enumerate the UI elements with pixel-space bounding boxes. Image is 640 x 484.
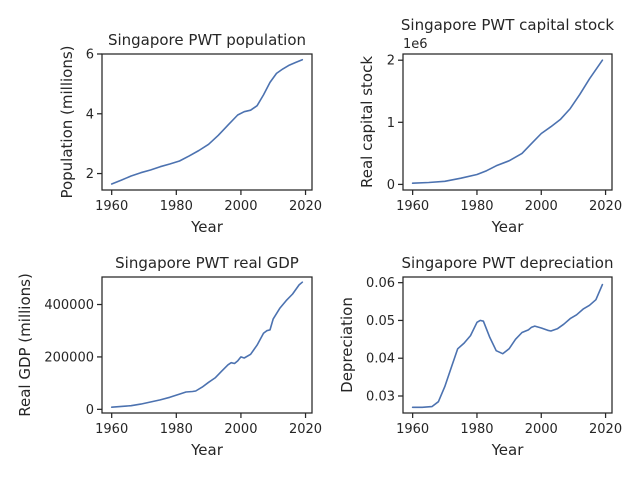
x-tick-label: 2020 bbox=[289, 422, 322, 437]
chart-title: Singapore PWT capital stock bbox=[401, 16, 615, 34]
y-offset-label: 1e6 bbox=[403, 37, 428, 52]
y-tick-label: 2 bbox=[387, 54, 395, 69]
y-tick-label: 400000 bbox=[44, 298, 94, 313]
plot-frame bbox=[402, 276, 613, 414]
x-tick-label: 2020 bbox=[589, 199, 622, 214]
y-tick-label: 0.03 bbox=[366, 390, 395, 405]
series-line bbox=[110, 58, 304, 185]
x-tick-label: 1960 bbox=[396, 422, 429, 437]
series-line bbox=[411, 283, 604, 409]
y-tick-label: 4 bbox=[86, 107, 94, 122]
x-tick-label: 1960 bbox=[396, 199, 429, 214]
x-tick-label: 2000 bbox=[224, 199, 257, 214]
x-axis-label: Year bbox=[491, 218, 525, 236]
x-tick-label: 1980 bbox=[460, 199, 493, 214]
y-axis-label: Real GDP (millions) bbox=[16, 273, 34, 417]
y-tick-label: 0.05 bbox=[366, 314, 395, 329]
chart-title: Singapore PWT real GDP bbox=[115, 254, 299, 272]
plot-frame bbox=[101, 53, 313, 191]
chart-panel-2: 1960 1980 2000 2020 0 1 2 1e6 Singapore PWT capi… bbox=[358, 16, 622, 236]
x-axis-label: Year bbox=[491, 441, 525, 459]
x-axis-label: Year bbox=[190, 218, 224, 236]
chart-panel-4: 1960 1980 2000 2020 0.03 0.04 0.05 0.06 Singapor… bbox=[338, 254, 622, 459]
chart-title: Singapore PWT population bbox=[108, 31, 306, 49]
chart-title: Singapore PWT depreciation bbox=[402, 254, 614, 272]
y-tick-label: 6 bbox=[86, 48, 94, 63]
x-tick-label: 2000 bbox=[224, 422, 257, 437]
x-tick-label: 2020 bbox=[289, 199, 322, 214]
x-tick-label: 1960 bbox=[95, 199, 128, 214]
plot-frame bbox=[402, 53, 613, 191]
y-axis-label: Real capital stock bbox=[358, 56, 376, 188]
y-tick-label: 2 bbox=[86, 167, 94, 182]
x-tick-label: 2020 bbox=[589, 422, 622, 437]
x-axis-label: Year bbox=[190, 441, 224, 459]
y-axis-label: Population (millions) bbox=[58, 45, 76, 198]
x-tick-label: 1980 bbox=[460, 422, 493, 437]
series-line bbox=[110, 281, 304, 409]
chart-panel-1: 1960 1980 2000 2020 2 4 6 Singapore PWT populat… bbox=[58, 31, 322, 236]
y-tick-label: 0 bbox=[86, 403, 94, 418]
y-axis-label: Depreciation bbox=[338, 297, 356, 393]
x-tick-label: 1960 bbox=[95, 422, 128, 437]
x-tick-label: 2000 bbox=[525, 422, 558, 437]
x-tick-label: 1980 bbox=[160, 199, 193, 214]
plot-frame bbox=[101, 276, 313, 414]
y-tick-label: 200000 bbox=[44, 350, 94, 365]
x-tick-label: 1980 bbox=[160, 422, 193, 437]
y-tick-label: 0.06 bbox=[366, 276, 395, 291]
chart-panel-3: 1960 1980 2000 2020 0 200000 400000 Singapore P… bbox=[16, 254, 322, 459]
y-tick-label: 0.04 bbox=[366, 352, 395, 367]
y-tick-label: 1 bbox=[387, 116, 395, 131]
x-tick-label: 2000 bbox=[525, 199, 558, 214]
series-line bbox=[411, 59, 604, 184]
y-tick-label: 0 bbox=[387, 178, 395, 193]
